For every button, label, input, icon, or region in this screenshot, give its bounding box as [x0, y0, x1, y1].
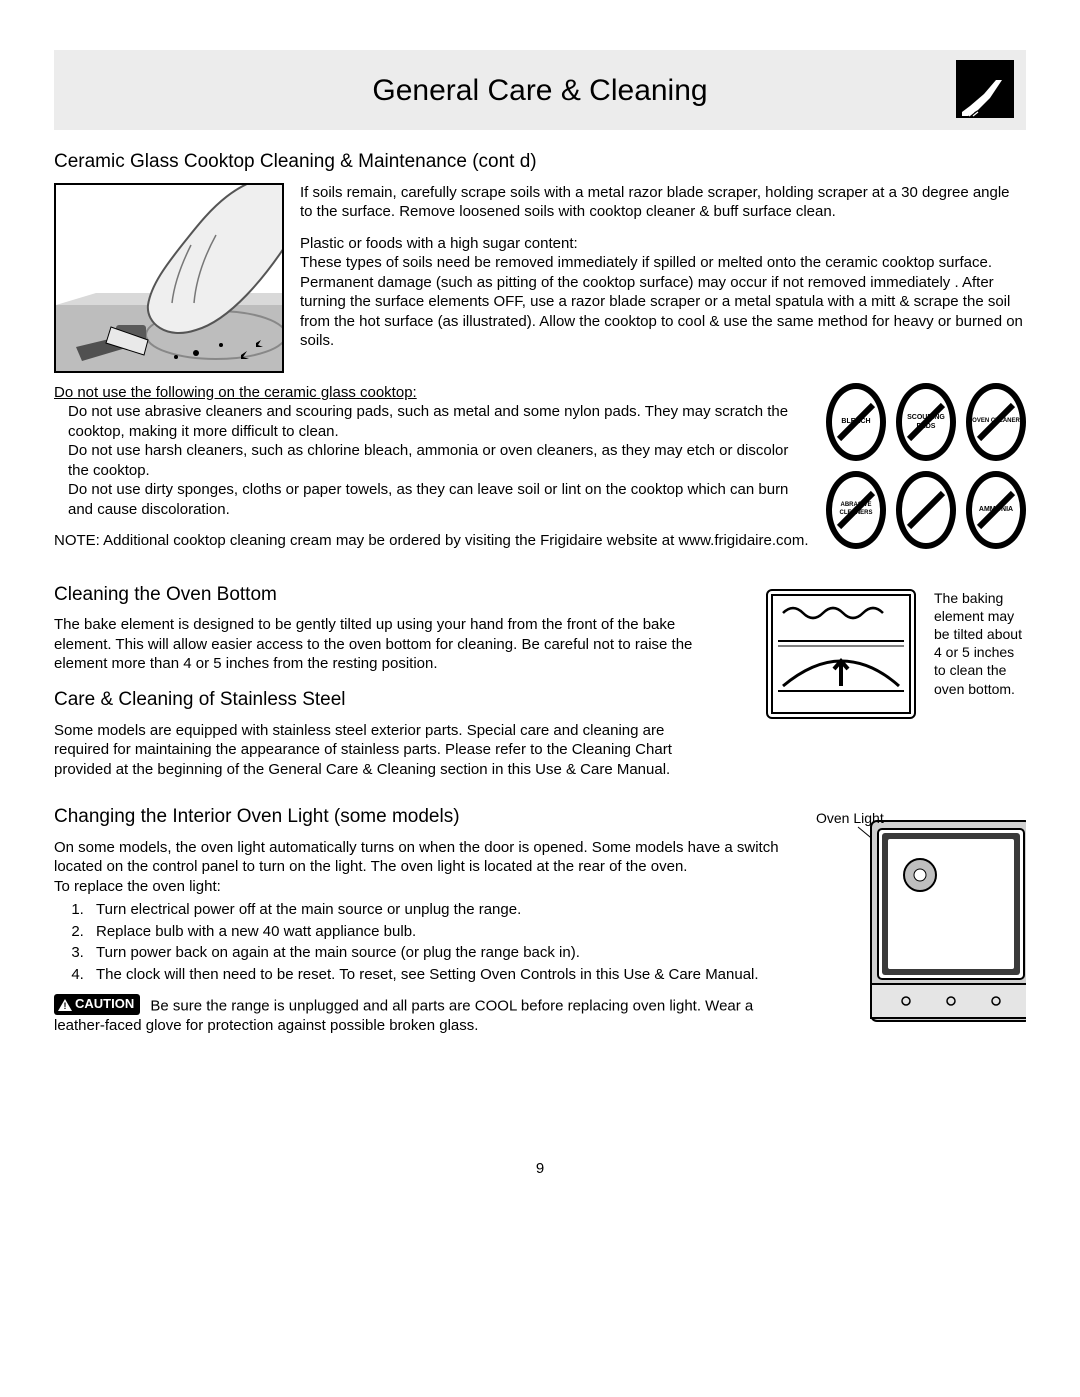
caution-word: CAUTION	[75, 996, 134, 1013]
cleaning-brush-icon	[956, 60, 1014, 118]
oven-light-illustration	[816, 809, 1026, 1029]
no-ammonia-icon: AMMONIA	[966, 471, 1026, 549]
section3-p1: Some models are equipped with stainless …	[54, 721, 694, 780]
no-oven-cleaner-icon: OVEN CLEANER	[966, 383, 1026, 461]
section2-p1: The bake element is designed to be gentl…	[54, 615, 694, 674]
prohibited-products-figure: BLEACH SCOURING PADS OVEN CLEANER ABRASI…	[826, 383, 1026, 559]
caution-text: Be sure the range is unplugged and all p…	[54, 998, 753, 1035]
section1-heading: Ceramic Glass Cooktop Cleaning & Mainten…	[54, 150, 1026, 175]
oven-light-figure: Oven Light	[816, 809, 1026, 1029]
title-bar: General Care & Cleaning	[54, 50, 1026, 130]
page-title: General Care & Cleaning	[372, 71, 707, 110]
page-number: 9	[54, 1159, 1026, 1179]
oven-bottom-illustration	[766, 589, 916, 719]
no-bleach-icon: BLEACH	[826, 383, 886, 461]
section-oven-light: Oven Light Changing the Interior Oven Li…	[54, 805, 1026, 1036]
no-abrasive-cleaners-icon: ABRASIVE CLEANERS	[826, 471, 886, 549]
section-oven-bottom: The baking element may be tilted about 4…	[54, 583, 1026, 674]
oven-caption: The baking element may be tilted about 4…	[934, 589, 1026, 698]
caution-badge: ! CAUTION	[54, 994, 140, 1015]
no-spray-icon	[896, 471, 956, 549]
scraper-illustration	[54, 183, 284, 373]
svg-text:!: !	[64, 1001, 67, 1011]
warning-triangle-icon: !	[58, 999, 72, 1011]
section-ceramic-cooktop: Ceramic Glass Cooktop Cleaning & Mainten…	[54, 150, 1026, 569]
no-scouring-pads-icon: SCOURING PADS	[896, 383, 956, 461]
oven-light-label: Oven Light	[816, 809, 884, 827]
